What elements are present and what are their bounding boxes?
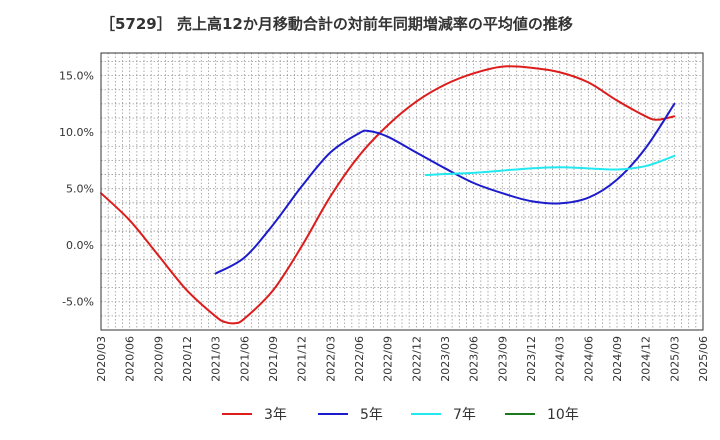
grid <box>101 53 703 330</box>
chart-title: ［5729］ 売上高12か月移動合計の対前年同期増減率の平均値の推移 <box>100 15 573 33</box>
x-tick-label: 2023/09 <box>496 336 509 382</box>
x-tick-label: 2021/12 <box>296 336 309 382</box>
y-tick-label: 10.0% <box>59 126 94 139</box>
x-tick-label: 2022/12 <box>410 336 423 382</box>
x-tick-label: 2025/03 <box>668 336 681 382</box>
legend-label-2: 5年 <box>360 407 383 423</box>
y-tick-label: -5.0% <box>62 296 94 309</box>
x-tick-label: 2020/12 <box>181 336 194 382</box>
series-line-1 <box>100 65 676 325</box>
series-line-2 <box>214 102 676 275</box>
x-tick-label: 2020/09 <box>152 336 165 382</box>
x-tick-label: 2023/06 <box>468 336 481 382</box>
x-tick-label: 2020/03 <box>95 336 108 382</box>
x-tick-label: 2022/09 <box>382 336 395 382</box>
x-tick-label: 2024/06 <box>582 336 595 382</box>
series-lines <box>100 65 676 325</box>
x-tick-label: 2023/03 <box>439 336 452 382</box>
series-line-3 <box>424 154 676 177</box>
plot-border <box>100 52 704 331</box>
y-axis-ticks: -5.0% 0.0% 5.0% 10.0% 15.0% <box>59 70 94 309</box>
x-tick-label: 2024/09 <box>611 336 624 382</box>
x-tick-label: 2024/12 <box>640 336 653 382</box>
x-tick-label: 2023/12 <box>525 336 538 382</box>
legend-label-4: 10年 <box>547 407 579 423</box>
x-tick-label: 2025/06 <box>697 336 710 382</box>
legend: 3年 5年 7年 10年 <box>222 407 579 423</box>
y-tick-label: 0.0% <box>66 239 94 252</box>
legend-label-1: 3年 <box>264 407 287 423</box>
x-axis-ticks: 2020/03 2020/06 2020/09 2020/12 2021/03 2021/… <box>95 336 710 382</box>
x-tick-label: 2020/06 <box>124 336 137 382</box>
x-tick-label: 2021/06 <box>238 336 251 382</box>
x-tick-label: 2021/09 <box>267 336 280 382</box>
y-tick-label: 15.0% <box>59 70 94 83</box>
y-tick-label: 5.0% <box>66 183 94 196</box>
legend-label-3: 7年 <box>453 407 476 423</box>
x-tick-label: 2021/03 <box>210 336 223 382</box>
x-tick-label: 2024/03 <box>554 336 567 382</box>
x-tick-label: 2022/03 <box>324 336 337 382</box>
x-tick-label: 2022/06 <box>353 336 366 382</box>
